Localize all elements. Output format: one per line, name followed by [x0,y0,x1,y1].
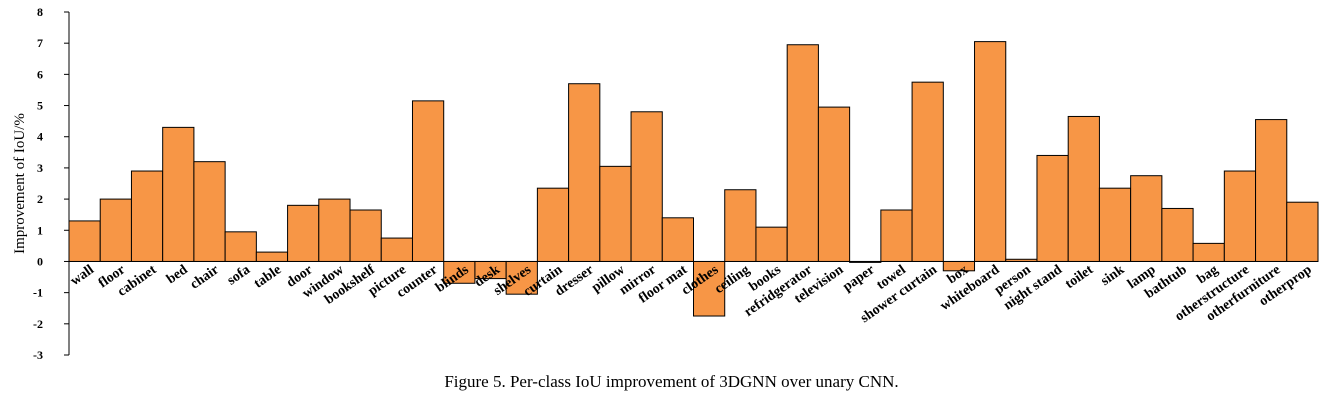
x-label-chair: chair [188,262,222,292]
bar-bathtub [1161,207,1194,262]
bar-sink [1098,187,1132,262]
bar-picture [380,237,413,262]
bar-pillow [599,165,632,262]
y-tick-label: 7 [37,36,43,50]
y-tick-label: 4 [37,130,43,144]
bar-lamp [1130,175,1163,262]
bar-bag [1192,242,1225,262]
y-axis-title: Improvement of IoU/% [12,113,28,254]
y-tick-label: -2 [33,317,43,331]
bar-toilet [1067,115,1100,262]
x-label-table: table [251,262,284,291]
bars-group [68,41,1319,317]
bar-door [287,204,320,262]
bar-whiteboard [974,41,1007,262]
x-label-wall: wall [68,262,97,289]
y-tick-label: 2 [37,192,43,206]
bar-bed [162,126,195,262]
figure-caption: Figure 5. Per-class IoU improvement of 3… [444,372,899,391]
bar-dresser [568,83,601,262]
bar-table [255,251,289,262]
bar-curtain [536,187,570,262]
bar-television [817,106,851,262]
bar-towel [880,209,913,262]
x-label-bed: bed [164,262,191,287]
y-tick-label: 5 [37,99,43,113]
bar-mirror [630,111,663,262]
bar-shower-curtain [911,81,944,262]
y-tick-label: 3 [37,161,43,175]
bar-bookshelf [349,209,382,262]
x-label-toilet: toilet [1063,262,1097,292]
bar-night-stand [1036,154,1069,262]
y-tick-label: 6 [37,67,43,81]
bar-cabinet [130,170,164,262]
y-tick-label: -3 [33,348,43,362]
y-tick-label: 1 [37,223,43,237]
bar-shelves [505,260,538,295]
y-tick-label: 8 [37,5,43,19]
bar-refridgerator [786,44,819,262]
x-label-paper: paper [840,262,877,294]
bar-otherstructure [1223,170,1257,262]
bar-otherprop [1286,201,1319,262]
y-tick-label: -1 [33,286,43,300]
x-label-sofa: sofa [225,262,253,288]
y-tick-label: 0 [37,254,43,268]
bar-wall [68,220,101,262]
bar-otherfurniture [1255,119,1288,262]
bar-window [318,198,351,262]
x-label-sink: sink [1098,262,1127,289]
bar-floor-mat [661,217,695,262]
bar-sofa [224,231,257,262]
bar-floor [99,198,132,262]
bar-chair [193,161,226,262]
y-ticks-group: -3 -2 -1 0 1 2 3 4 5 6 7 8 [33,5,69,362]
bar-books [755,226,788,262]
bar-clothes [693,260,726,317]
bar-ceiling [724,189,757,262]
bar-counter [411,100,445,262]
